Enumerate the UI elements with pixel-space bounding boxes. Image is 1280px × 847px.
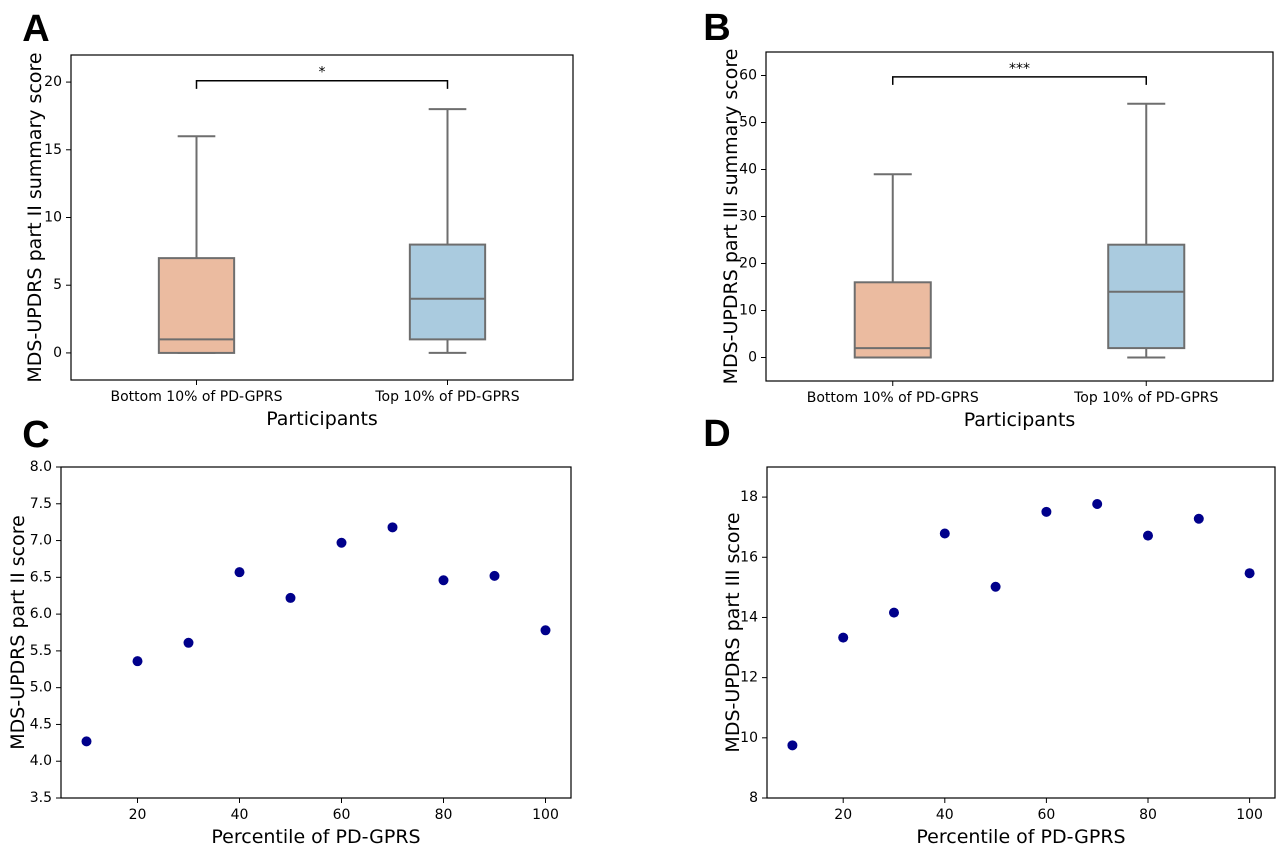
- significance-label: *: [319, 65, 326, 81]
- panel-d: D 8 10 12 14 16 18 MDS-UPDRS part III score Perc…: [703, 413, 1276, 847]
- x-tick-label: Top 10% of PD-GPRS: [374, 389, 519, 405]
- y-tick-label: 4.5: [30, 716, 52, 732]
- data-point: [889, 607, 899, 618]
- y-tick-label: 20: [44, 74, 62, 90]
- x-tick-label: 60: [1037, 807, 1055, 823]
- y-tick-label: 20: [739, 256, 757, 272]
- panel-c: C 3.5 4.0 4.5 5.0 5.5 6.0 6.5 7.0 7.5 8.0 MDS-UPDRS…: [7, 414, 572, 847]
- y-tick-label: 16: [740, 549, 758, 565]
- data-point: [939, 528, 950, 539]
- y-tick-label: 4.0: [30, 753, 52, 769]
- y-tick-label: 8.0: [30, 459, 52, 475]
- data-point: [787, 740, 798, 751]
- y-tick-label: 10: [739, 303, 757, 319]
- panel-a-letter: A: [22, 8, 49, 50]
- x-tick-label: 80: [435, 807, 453, 823]
- x-tick-label: Top 10% of PD-GPRS: [1073, 390, 1218, 406]
- y-tick-label: 8: [749, 790, 758, 806]
- plot-area-frame: [70, 54, 574, 381]
- y-tick-label: 5.0: [30, 680, 52, 696]
- y-axis-title: MDS-UPDRS part II summary score: [24, 52, 46, 382]
- x-tick-label: Bottom 10% of PD-GPRS: [807, 390, 979, 406]
- data-point: [990, 581, 1001, 592]
- data-point: [1193, 513, 1204, 524]
- x-axis-title: Participants: [964, 409, 1076, 431]
- data-point: [1041, 506, 1052, 517]
- panel-c-letter: C: [22, 414, 49, 456]
- box-body: [853, 281, 932, 359]
- y-axis-title: MDS-UPDRS part III score: [722, 512, 744, 752]
- x-tick-label: 80: [1139, 807, 1157, 823]
- y-tick-label: 3.5: [30, 790, 52, 806]
- y-tick-label: 40: [739, 162, 757, 178]
- x-tick-label: Bottom 10% of PD-GPRS: [110, 389, 282, 405]
- data-point: [838, 632, 849, 643]
- y-tick-label: 7.5: [30, 496, 52, 512]
- y-tick-label: 12: [740, 670, 758, 686]
- panel-b-letter: B: [703, 7, 730, 49]
- plot-area-frame: [765, 51, 1274, 382]
- x-tick-label: 100: [1236, 807, 1263, 823]
- data-point: [183, 637, 194, 648]
- box-body: [408, 243, 487, 341]
- y-tick-label: 18: [740, 489, 758, 505]
- y-tick-label: 10: [740, 730, 758, 746]
- x-axis-title: Percentile of PD-GPRS: [916, 826, 1125, 847]
- x-tick-label: 40: [936, 807, 954, 823]
- x-tick-label: 20: [834, 807, 852, 823]
- x-axis-title: Percentile of PD-GPRS: [211, 826, 420, 847]
- data-point: [1143, 530, 1153, 541]
- y-tick-label: 14: [740, 609, 758, 625]
- x-tick-label: 60: [333, 807, 351, 823]
- box-body: [157, 257, 236, 354]
- data-point: [81, 736, 92, 747]
- y-tick-label: 5.5: [30, 643, 52, 659]
- panel-d-letter: D: [703, 413, 730, 455]
- significance-bracket: [195, 79, 449, 89]
- data-point: [1244, 568, 1255, 579]
- box-body: [1107, 243, 1186, 350]
- data-point: [387, 522, 398, 533]
- significance-bracket: [892, 76, 1147, 85]
- plot-area-frame: [60, 466, 572, 799]
- plot-area-frame: [766, 466, 1276, 799]
- y-tick-label: 0: [53, 345, 62, 361]
- y-tick-label: 10: [44, 210, 62, 226]
- y-axis-title: MDS-UPDRS part III summary score: [720, 49, 742, 385]
- x-axis-title: Participants: [266, 408, 378, 430]
- y-tick-label: 6.5: [30, 569, 52, 585]
- y-tick-label: 50: [739, 115, 757, 131]
- y-tick-label: 15: [44, 142, 62, 158]
- x-tick-label: 100: [532, 807, 559, 823]
- y-axis-title: MDS-UPDRS part II score: [7, 515, 29, 750]
- y-tick-label: 0: [748, 350, 757, 366]
- x-tick-label: 20: [129, 807, 147, 823]
- x-tick-label: 40: [231, 807, 249, 823]
- y-tick-label: 5: [53, 277, 62, 293]
- data-point: [438, 575, 449, 586]
- data-point: [234, 567, 245, 578]
- data-point: [336, 537, 347, 548]
- y-tick-label: 7.0: [30, 533, 52, 549]
- y-tick-label: 6.0: [30, 606, 52, 622]
- data-point: [285, 592, 296, 603]
- data-point: [489, 570, 500, 581]
- data-point: [1092, 499, 1103, 510]
- y-tick-label: 60: [739, 68, 757, 84]
- data-point: [540, 625, 551, 636]
- y-tick-label: 30: [739, 209, 757, 225]
- data-point: [132, 656, 143, 667]
- significance-label: ***: [1009, 61, 1030, 77]
